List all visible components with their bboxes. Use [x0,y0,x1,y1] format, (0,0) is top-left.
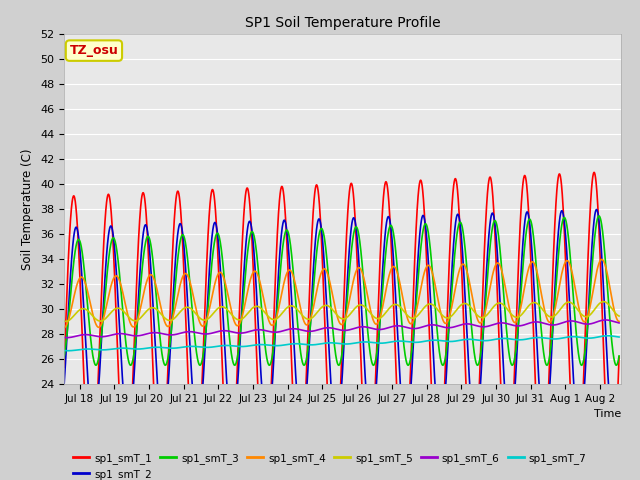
sp1_smT_1 [297,474,305,480]
sp1_smT_2 [297,427,305,432]
Title: SP1 Soil Temperature Profile: SP1 Soil Temperature Profile [244,16,440,30]
sp1_smT_3 [273,310,281,315]
sp1_smT_7 [124,346,131,351]
sp1_smT_6 [157,330,164,336]
sp1_smT_2 [610,431,618,437]
sp1_smT_3 [612,362,620,368]
sp1_smT_2 [593,207,600,213]
sp1_smT_6 [124,332,131,337]
sp1_smT_3 [615,353,623,359]
sp1_smT_6 [63,335,70,340]
sp1_smT_1 [60,364,68,370]
sp1_smT_2 [124,424,131,430]
sp1_smT_2 [273,299,281,305]
sp1_smT_6 [605,317,612,323]
sp1_smT_6 [297,327,305,333]
sp1_smT_4 [605,276,612,282]
Text: TZ_osu: TZ_osu [70,44,118,57]
sp1_smT_7 [64,348,72,354]
sp1_smT_5 [605,301,612,307]
sp1_smT_6 [615,320,623,326]
sp1_smT_3 [297,351,305,357]
sp1_smT_4 [273,313,281,319]
sp1_smT_7 [60,348,68,353]
Line: sp1_smT_5: sp1_smT_5 [64,301,619,322]
Line: sp1_smT_7: sp1_smT_7 [64,336,619,351]
sp1_smT_5 [600,299,607,304]
sp1_smT_2 [545,404,552,410]
sp1_smT_4 [615,319,623,324]
sp1_smT_7 [273,343,281,348]
sp1_smT_2 [60,384,68,389]
sp1_smT_1 [273,241,281,247]
Y-axis label: Soil Temperature (C): Soil Temperature (C) [22,148,35,270]
sp1_smT_4 [156,301,164,307]
sp1_smT_6 [273,329,281,335]
sp1_smT_6 [60,335,68,340]
Line: sp1_smT_3: sp1_smT_3 [64,216,619,365]
sp1_smT_4 [297,308,305,313]
sp1_smT_7 [604,333,612,338]
sp1_smT_7 [545,336,552,341]
sp1_smT_5 [157,311,164,316]
sp1_smT_5 [615,313,623,319]
sp1_smT_5 [545,313,552,319]
Legend: sp1_smT_1, sp1_smT_2, sp1_smT_3, sp1_smT_4, sp1_smT_5, sp1_smT_6, sp1_smT_7: sp1_smT_1, sp1_smT_2, sp1_smT_3, sp1_smT… [69,448,591,480]
sp1_smT_3 [60,355,68,360]
Line: sp1_smT_2: sp1_smT_2 [64,210,619,434]
sp1_smT_5 [62,319,70,324]
sp1_smT_2 [615,385,623,391]
sp1_smT_2 [605,379,612,385]
sp1_smT_6 [602,317,609,323]
sp1_smT_3 [605,297,612,303]
sp1_smT_5 [297,311,305,317]
sp1_smT_6 [545,322,552,327]
sp1_smT_1 [545,386,552,392]
sp1_smT_4 [124,310,131,316]
sp1_smT_1 [124,476,131,480]
sp1_smT_7 [615,334,623,340]
sp1_smT_3 [595,213,603,219]
sp1_smT_2 [156,415,164,420]
X-axis label: Time: Time [593,409,621,419]
sp1_smT_5 [124,313,131,319]
sp1_smT_7 [297,341,305,347]
sp1_smT_1 [615,354,623,360]
sp1_smT_3 [545,360,552,366]
sp1_smT_3 [124,351,131,357]
sp1_smT_7 [605,333,612,338]
sp1_smT_4 [545,319,552,324]
sp1_smT_5 [273,315,281,321]
sp1_smT_4 [598,257,605,263]
Line: sp1_smT_4: sp1_smT_4 [64,260,619,328]
sp1_smT_7 [157,345,164,350]
sp1_smT_3 [156,337,164,343]
sp1_smT_4 [60,325,68,331]
Line: sp1_smT_1: sp1_smT_1 [64,172,619,480]
sp1_smT_5 [60,318,68,324]
sp1_smT_1 [605,460,612,466]
sp1_smT_1 [590,169,598,175]
Line: sp1_smT_6: sp1_smT_6 [64,320,619,337]
